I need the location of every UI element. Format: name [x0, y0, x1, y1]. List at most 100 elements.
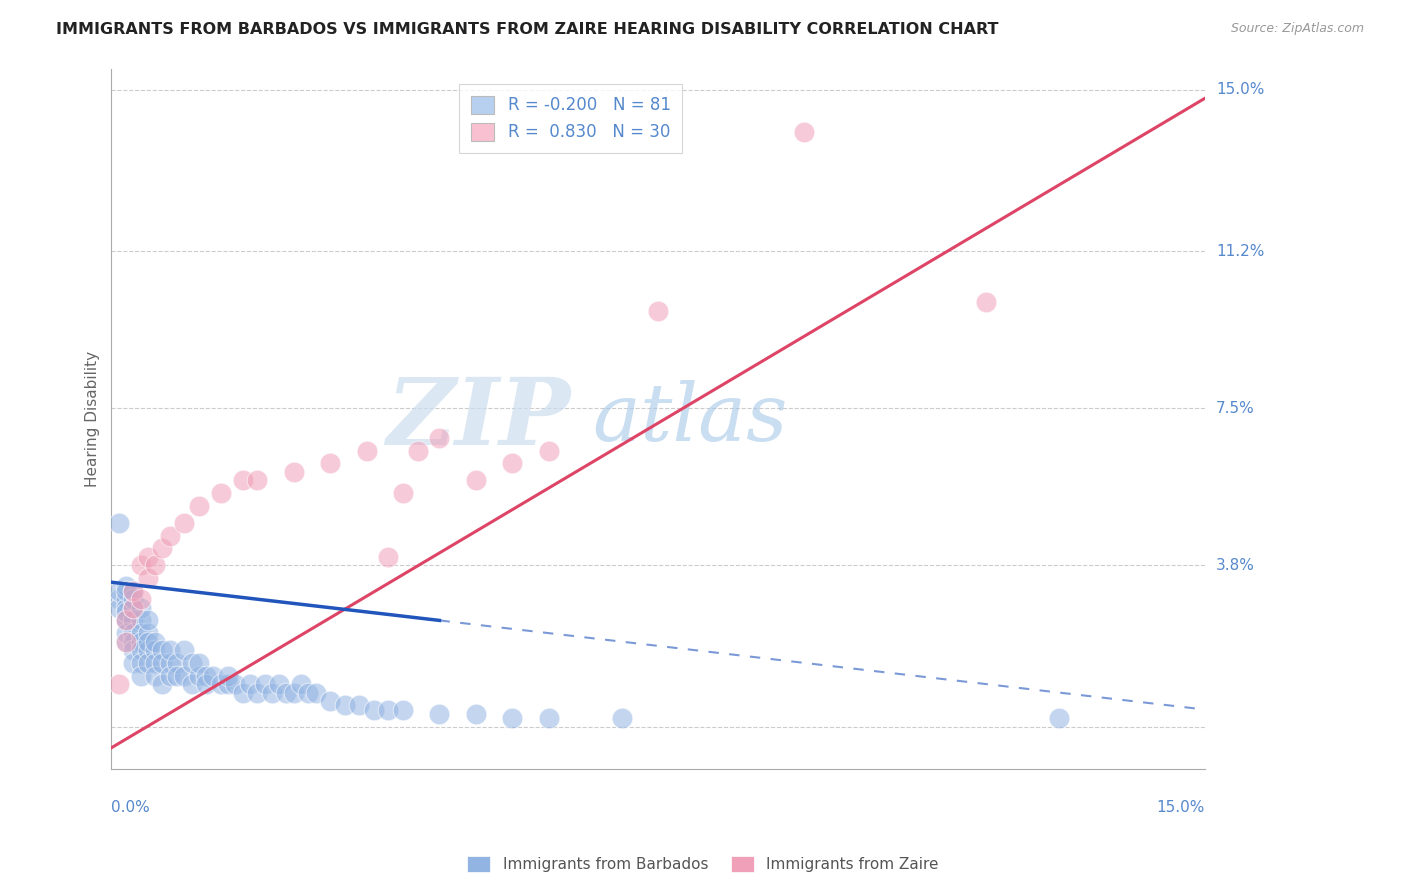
Point — [136, 614, 159, 628]
Point — [129, 643, 152, 657]
Point — [136, 643, 159, 657]
Point — [283, 685, 305, 699]
Point — [107, 600, 129, 615]
Point — [217, 677, 239, 691]
Point — [180, 677, 202, 691]
Point — [195, 677, 218, 691]
Point — [107, 516, 129, 530]
Point — [115, 605, 138, 619]
Point — [260, 685, 283, 699]
Point — [115, 634, 138, 648]
Point — [136, 634, 159, 648]
Point — [159, 643, 181, 657]
Point — [115, 626, 138, 640]
Text: IMMIGRANTS FROM BARBADOS VS IMMIGRANTS FROM ZAIRE HEARING DISABILITY CORRELATION: IMMIGRANTS FROM BARBADOS VS IMMIGRANTS F… — [56, 22, 998, 37]
Point — [115, 579, 138, 593]
Point — [1047, 711, 1070, 725]
Point — [217, 668, 239, 682]
Point — [290, 677, 312, 691]
Point — [501, 456, 523, 470]
Point — [173, 643, 195, 657]
Point — [129, 614, 152, 628]
Point — [143, 643, 166, 657]
Point — [297, 685, 319, 699]
Point — [610, 711, 633, 725]
Point — [129, 558, 152, 573]
Point — [107, 677, 129, 691]
Point — [122, 626, 145, 640]
Text: 3.8%: 3.8% — [1216, 558, 1256, 573]
Legend: Immigrants from Barbados, Immigrants from Zaire: Immigrants from Barbados, Immigrants fro… — [460, 848, 946, 880]
Point — [122, 583, 145, 598]
Text: atlas: atlas — [592, 380, 787, 458]
Point — [232, 685, 254, 699]
Point — [115, 634, 138, 648]
Point — [129, 634, 152, 648]
Point — [363, 702, 385, 716]
Point — [173, 516, 195, 530]
Point — [974, 295, 997, 310]
Point — [537, 443, 560, 458]
Point — [377, 549, 399, 564]
Point — [115, 592, 138, 607]
Point — [115, 614, 138, 628]
Point — [122, 634, 145, 648]
Point — [187, 656, 209, 670]
Point — [202, 668, 225, 682]
Point — [143, 668, 166, 682]
Point — [136, 656, 159, 670]
Point — [392, 702, 415, 716]
Point — [166, 656, 188, 670]
Point — [392, 486, 415, 500]
Point — [115, 614, 138, 628]
Point — [267, 677, 290, 691]
Text: 7.5%: 7.5% — [1216, 401, 1254, 416]
Point — [319, 694, 342, 708]
Point — [276, 685, 298, 699]
Point — [122, 614, 145, 628]
Point — [159, 656, 181, 670]
Point — [232, 473, 254, 487]
Point — [501, 711, 523, 725]
Point — [304, 685, 326, 699]
Point — [143, 558, 166, 573]
Point — [122, 643, 145, 657]
Point — [129, 626, 152, 640]
Point — [129, 656, 152, 670]
Point — [239, 677, 262, 691]
Point — [129, 600, 152, 615]
Point — [465, 706, 488, 721]
Point — [429, 706, 451, 721]
Point — [166, 668, 188, 682]
Point — [793, 125, 815, 139]
Point — [143, 634, 166, 648]
Point — [647, 303, 669, 318]
Text: 15.0%: 15.0% — [1157, 799, 1205, 814]
Point — [122, 600, 145, 615]
Point — [187, 668, 209, 682]
Text: 15.0%: 15.0% — [1216, 82, 1264, 97]
Point — [283, 465, 305, 479]
Point — [136, 571, 159, 585]
Point — [319, 456, 342, 470]
Point — [122, 583, 145, 598]
Point — [465, 473, 488, 487]
Point — [107, 583, 129, 598]
Point — [537, 711, 560, 725]
Point — [377, 702, 399, 716]
Point — [152, 541, 174, 556]
Text: Source: ZipAtlas.com: Source: ZipAtlas.com — [1230, 22, 1364, 36]
Point — [129, 592, 152, 607]
Point — [224, 677, 246, 691]
Text: 0.0%: 0.0% — [111, 799, 150, 814]
Point — [122, 600, 145, 615]
Point — [136, 626, 159, 640]
Point — [122, 656, 145, 670]
Point — [159, 668, 181, 682]
Point — [143, 656, 166, 670]
Point — [115, 614, 138, 628]
Text: 11.2%: 11.2% — [1216, 244, 1264, 259]
Point — [115, 600, 138, 615]
Point — [209, 677, 232, 691]
Legend: R = -0.200   N = 81, R =  0.830   N = 30: R = -0.200 N = 81, R = 0.830 N = 30 — [460, 84, 682, 153]
